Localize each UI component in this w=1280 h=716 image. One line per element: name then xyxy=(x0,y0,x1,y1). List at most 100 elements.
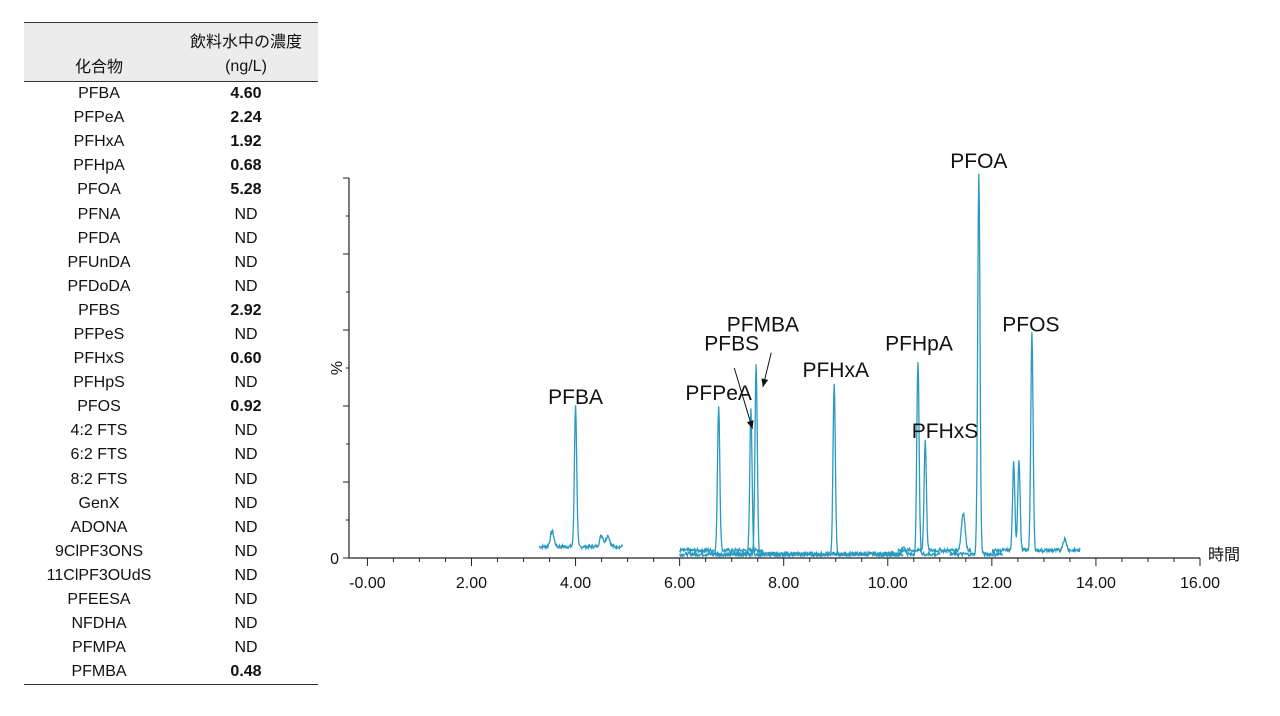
concentration-cell: 5.28 xyxy=(230,181,262,199)
x-tick-label: 12.00 xyxy=(972,575,1012,592)
concentration-cell: 0.48 xyxy=(230,663,262,681)
compound-cell: PFHxA xyxy=(73,133,125,151)
concentration-cell: 1.92 xyxy=(230,133,262,151)
table-row: PFHpA 0.68 xyxy=(24,154,318,178)
table-row: PFPeA 2.24 xyxy=(24,106,318,130)
concentration-cell: ND xyxy=(234,205,258,223)
table-row: GenX ND xyxy=(24,492,318,516)
peak-label: PFBS xyxy=(704,333,759,356)
compound-cell: 8:2 FTS xyxy=(70,470,128,488)
table-row: PFBS 2.92 xyxy=(24,299,318,323)
concentration-cell: 4.60 xyxy=(230,85,262,103)
compound-cell: PFNA xyxy=(77,205,121,223)
compound-cell: PFUnDA xyxy=(67,253,131,271)
compound-cell: PFBA xyxy=(78,85,120,103)
table-row: NFDHA ND xyxy=(24,612,318,636)
compound-cell: PFPeS xyxy=(73,325,125,343)
x-tick-label: 2.00 xyxy=(456,575,487,592)
concentration-cell: ND xyxy=(234,374,258,392)
concentration-cell: ND xyxy=(234,494,258,512)
peak-label: PFOA xyxy=(950,150,1007,173)
table-row: PFBA 4.60 xyxy=(24,82,318,107)
table-row: PFPeS ND xyxy=(24,323,318,347)
y-axis-label: % xyxy=(329,361,346,375)
concentration-cell: 2.92 xyxy=(230,301,262,319)
table-row: PFHxS 0.60 xyxy=(24,347,318,371)
series-trace xyxy=(991,331,1081,555)
peak-label: PFHxS xyxy=(912,420,979,443)
table-row: PFEESA ND xyxy=(24,588,318,612)
compound-cell: PFDoDA xyxy=(67,277,131,295)
concentration-table: 化合物 飲料水中の濃度 (ng/L) PFBA 4.60 PFPeA 2.24 PFHx… xyxy=(24,22,318,685)
header-compound: 化合物 xyxy=(24,22,174,82)
header-concentration: 飲料水中の濃度 (ng/L) xyxy=(174,22,318,82)
compound-cell: PFHxS xyxy=(73,350,125,368)
table-row: PFOS 0.92 xyxy=(24,395,318,419)
series-trace xyxy=(678,408,779,559)
compound-cell: PFOA xyxy=(77,181,121,199)
peak-label: PFPeA xyxy=(685,382,752,405)
compound-cell: 11ClPF3OUdS xyxy=(46,566,152,584)
compound-cell: PFHpA xyxy=(73,157,125,175)
concentration-cell: 0.68 xyxy=(230,157,262,175)
table-row: PFHxA 1.92 xyxy=(24,130,318,154)
table-row: 4:2 FTS ND xyxy=(24,419,318,443)
series-trace xyxy=(882,362,941,559)
annotation-arrow xyxy=(733,367,753,429)
concentration-cell: ND xyxy=(234,422,258,440)
compound-cell: NFDHA xyxy=(71,615,127,633)
table-row: ADONA ND xyxy=(24,516,318,540)
x-tick-label: 16.00 xyxy=(1180,575,1220,592)
table-row: 8:2 FTS ND xyxy=(24,468,318,492)
compound-cell: GenX xyxy=(78,494,120,512)
compound-cell: PFDA xyxy=(77,229,121,247)
x-tick-label: 6.00 xyxy=(664,575,695,592)
x-tick-label: 10.00 xyxy=(868,575,908,592)
concentration-cell: ND xyxy=(234,566,258,584)
arrow-head xyxy=(746,420,754,429)
table-body: PFBA 4.60 PFPeA 2.24 PFHxA 1.92 PFHpA 0.68 PFOA 5… xyxy=(24,82,318,685)
peak-label: PFHxA xyxy=(802,359,869,382)
compound-cell: 6:2 FTS xyxy=(70,446,128,464)
compound-cell: PFEESA xyxy=(67,591,131,609)
peak-label: PFOS xyxy=(1002,314,1059,337)
header-concentration-line1: 飲料水中の濃度 xyxy=(189,34,302,51)
concentration-cell: ND xyxy=(234,615,258,633)
x-tick-label: 4.00 xyxy=(560,575,591,592)
concentration-cell: ND xyxy=(234,325,258,343)
series-trace xyxy=(949,173,1003,559)
compound-cell: PFPeA xyxy=(73,109,125,127)
table-row: PFHpS ND xyxy=(24,371,318,395)
peak-label: PFMBA xyxy=(727,314,799,337)
table-row: 9ClPF3ONS ND xyxy=(24,540,318,564)
compound-cell: PFOS xyxy=(77,398,121,416)
compound-cell: PFBS xyxy=(78,301,120,319)
concentration-cell: ND xyxy=(234,253,258,271)
table-row: 6:2 FTS ND xyxy=(24,443,318,467)
concentration-cell: ND xyxy=(234,470,258,488)
x-axis-label: 時間 xyxy=(1208,546,1240,564)
compound-cell: 9ClPF3ONS xyxy=(54,542,144,560)
header-concentration-line2: (ng/L) xyxy=(225,58,267,75)
y-tick-label: 0 xyxy=(330,551,339,568)
table-row: PFMPA ND xyxy=(24,636,318,660)
concentration-cell: 0.92 xyxy=(230,398,262,416)
x-tick-label: 14.00 xyxy=(1076,575,1116,592)
compound-cell: PFMBA xyxy=(71,663,127,681)
arrow-head xyxy=(761,378,769,387)
series-trace xyxy=(767,383,904,559)
peak-label: PFBA xyxy=(548,386,603,409)
x-tick-label: -0.00 xyxy=(349,575,386,592)
table-row: PFMBA 0.48 xyxy=(24,660,318,685)
series-trace xyxy=(679,406,764,555)
table-row: PFOA 5.28 xyxy=(24,178,318,202)
compound-cell: 4:2 FTS xyxy=(70,422,128,440)
compound-cell: PFHpS xyxy=(73,374,125,392)
concentration-cell: ND xyxy=(234,518,258,536)
table-row: PFUnDA ND xyxy=(24,251,318,275)
concentration-cell: 2.24 xyxy=(230,109,262,127)
compound-cell: PFMPA xyxy=(72,639,126,657)
peak-label: PFHpA xyxy=(885,333,953,356)
concentration-cell: ND xyxy=(234,542,258,560)
